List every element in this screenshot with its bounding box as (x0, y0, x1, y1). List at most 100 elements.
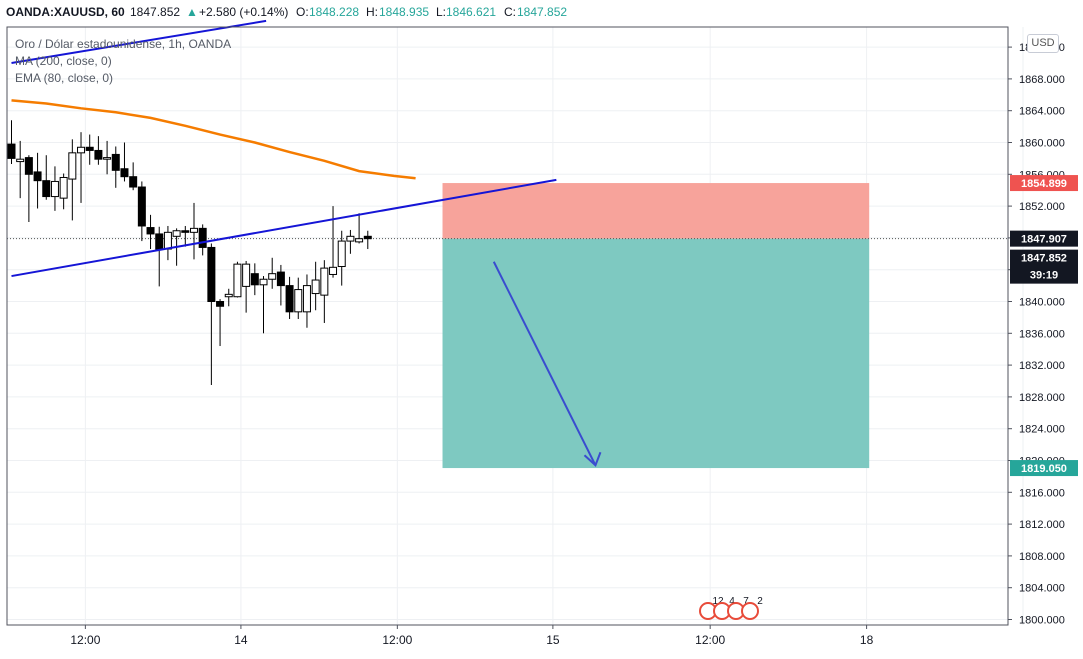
x-tick-label: 12:00 (695, 633, 725, 647)
x-tick-label: 12:00 (382, 633, 412, 647)
candle-down (276, 271, 285, 287)
open-label: O: (296, 5, 309, 19)
symbol-title[interactable]: OANDA:XAUUSD, 60 (6, 5, 125, 19)
entry-price-tag: 1847.907 (1021, 234, 1067, 246)
price-change: +2.580 (+0.14%) (199, 5, 289, 19)
candle-up (16, 158, 25, 163)
candle-down (363, 235, 372, 240)
candle-up (233, 263, 242, 298)
arrow-shaft (492, 261, 597, 466)
candle-up (50, 180, 59, 198)
candle-down (155, 233, 164, 250)
last-price-tag: 1847.852 (1021, 253, 1067, 265)
target-price-tag-bg (1010, 460, 1078, 477)
y-tick-label: 1832.000 (1019, 360, 1065, 372)
candle-up (68, 152, 77, 180)
plot-frame (6, 26, 1009, 626)
open-value: 1848.228 (309, 5, 360, 19)
trendlines[interactable] (11, 19, 557, 278)
low-label: L: (436, 5, 447, 19)
candle-down (111, 153, 120, 171)
take-profit-zone (442, 238, 870, 469)
event-count: 7 (743, 596, 749, 607)
candle-down (250, 273, 259, 286)
candle-up (329, 266, 338, 275)
y-tick-label: 1836.000 (1019, 328, 1065, 340)
y-tick-label: 1800.000 (1019, 615, 1065, 627)
legend-ma[interactable]: MA (200, close, 0) (15, 54, 112, 68)
candle-up (259, 278, 268, 286)
x-tick-label: 14 (234, 633, 248, 647)
candle-down (129, 176, 138, 188)
entry-price-tag-bg (1010, 230, 1078, 247)
candle-up (294, 289, 303, 313)
event-count: 12 (712, 596, 724, 607)
candle-up (268, 273, 277, 280)
ema-line[interactable] (11, 99, 416, 180)
candle-up (337, 240, 346, 268)
symbol-header: OANDA:XAUUSD, 60 1847.852 ▲ +2.580 (+0.1… (0, 0, 1083, 24)
x-tick-label: 15 (546, 633, 560, 647)
candles (7, 120, 372, 385)
candle-up (59, 176, 68, 199)
y-tick-label: 1808.000 (1019, 551, 1065, 563)
candle-down (33, 171, 42, 182)
candle-down (146, 227, 155, 235)
candle-down (7, 143, 16, 159)
candle-up (172, 230, 181, 237)
legend-ema[interactable]: EMA (80, close, 0) (15, 71, 114, 85)
y-tick-label: 1812.000 (1019, 519, 1065, 531)
last-price-tag-bg (1010, 249, 1078, 284)
candle-down (24, 157, 33, 175)
y-tick-label: 1840.000 (1019, 297, 1065, 309)
y-tick-label: 1868.000 (1019, 74, 1065, 86)
candle-down (120, 168, 129, 178)
price-tags: 1854.899 1819.050 1847.907 1847.852 39:19 (1010, 175, 1078, 477)
last-price: 1847.852 (130, 5, 181, 19)
stop-price-tag-bg (1010, 175, 1078, 192)
currency-button[interactable]: USD (1027, 34, 1059, 53)
candle-up (163, 231, 172, 250)
low-value: 1846.621 (446, 5, 497, 19)
candle-down (216, 301, 225, 307)
high-value: 1848.935 (379, 5, 430, 19)
events-badge[interactable]: 12 4 7 2 (699, 596, 763, 620)
candle-down (42, 180, 51, 198)
candle-down (137, 186, 146, 227)
close-label: C: (504, 5, 516, 19)
x-tick-label: 18 (860, 633, 874, 647)
y-tick-label: 1852.000 (1019, 201, 1065, 213)
candle-down (198, 227, 207, 248)
y-tick-label: 1816.000 (1019, 487, 1065, 499)
y-tick-label: 1824.000 (1019, 424, 1065, 436)
candle-up (311, 279, 320, 295)
candle-down (207, 246, 216, 303)
y-tick-label: 1864.000 (1019, 106, 1065, 118)
triangle-up-icon: ▲ (186, 5, 198, 19)
legend-title[interactable]: Oro / Dólar estadounidense, 1h, OANDA (15, 37, 232, 51)
ema-80-line (11, 99, 416, 180)
trendline (11, 19, 267, 64)
candle-up (224, 293, 233, 298)
trendline (11, 178, 557, 278)
target-price-tag: 1819.050 (1021, 463, 1067, 475)
event-count: 2 (757, 596, 763, 607)
y-tick-label: 1860.000 (1019, 138, 1065, 150)
down-arrow[interactable] (492, 261, 602, 467)
high-label: H: (366, 5, 378, 19)
flag-icon (741, 602, 759, 620)
x-tick-label: 12:00 (70, 633, 100, 647)
y-tick-label: 1828.000 (1019, 392, 1065, 404)
position-zones[interactable] (7, 183, 1008, 469)
y-tick-label: 1804.000 (1019, 583, 1065, 595)
event-count: 4 (729, 596, 735, 607)
arrow-head (583, 451, 602, 467)
candle-up (77, 146, 86, 154)
candle-down (85, 146, 94, 151)
stop-loss-zone (442, 183, 870, 239)
candle-up (346, 235, 355, 242)
candle-up (189, 227, 198, 233)
candle-up (302, 285, 311, 313)
countdown-tag: 39:19 (1030, 270, 1058, 282)
